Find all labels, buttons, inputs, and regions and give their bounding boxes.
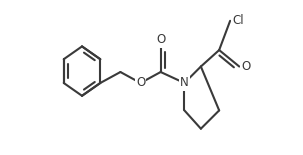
Text: Cl: Cl bbox=[232, 14, 244, 27]
Text: N: N bbox=[180, 76, 189, 89]
Text: O: O bbox=[136, 76, 145, 89]
Text: O: O bbox=[241, 60, 250, 73]
Text: O: O bbox=[156, 33, 165, 46]
